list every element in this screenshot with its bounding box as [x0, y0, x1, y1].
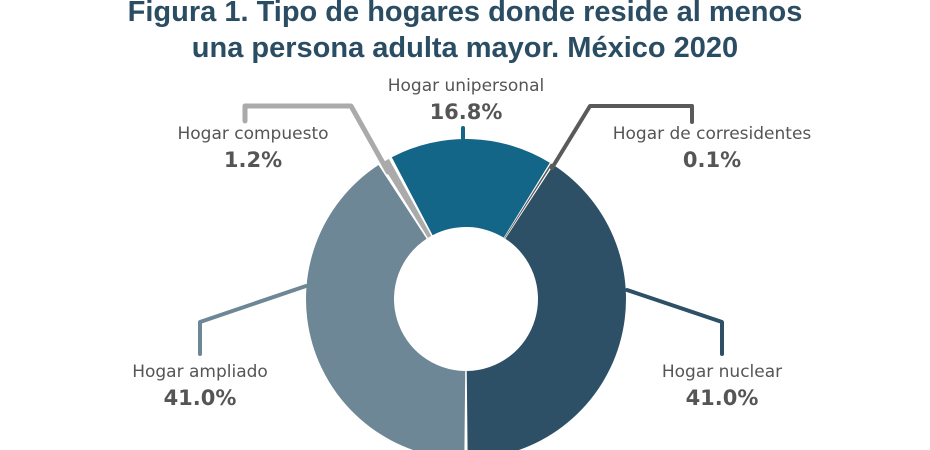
leader-line-nuclear [625, 288, 724, 356]
chart-title-line-1: Figura 1. Tipo de hogares donde reside a… [128, 0, 803, 28]
label-ampliado: Hogar ampliado [132, 362, 268, 382]
label-compuesto: Hogar compuesto [177, 124, 328, 144]
label-nuclear: Hogar nuclear [662, 362, 782, 382]
value-nuclear: 41.0% [686, 386, 759, 410]
chart-title-line-2: una persona adulta mayor. México 2020 [192, 32, 738, 64]
leader-line-corresidentes [550, 104, 694, 170]
value-compuesto: 1.2% [224, 148, 282, 172]
slice-hogar-unipersonal [391, 139, 550, 238]
value-ampliado: 41.0% [164, 386, 237, 410]
value-corresidentes: 0.1% [683, 148, 741, 172]
slice-hogar-de-corresidentes [504, 163, 553, 239]
leader-line-compuesto [242, 103, 391, 175]
value-unipersonal: 16.8% [430, 100, 503, 124]
leader-line-ampliado [198, 284, 308, 356]
slice-hogar-compuesto [381, 158, 432, 238]
slice-hogar-ampliado [306, 165, 466, 450]
label-unipersonal: Hogar unipersonal [388, 76, 544, 96]
label-corresidentes: Hogar de corresidentes [613, 124, 812, 144]
slice-hogar-nuclear [466, 165, 626, 450]
